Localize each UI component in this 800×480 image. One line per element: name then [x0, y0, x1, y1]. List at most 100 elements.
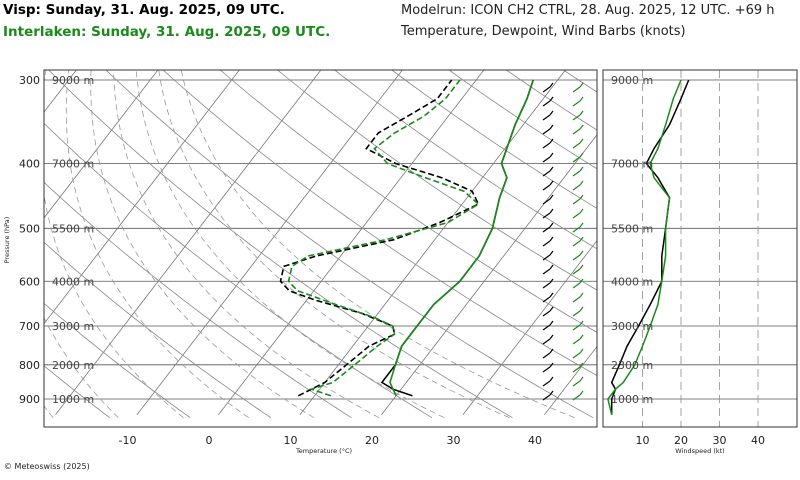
dry-adiabat-line: [562, 70, 597, 93]
altitude-label: 9000 m: [52, 74, 94, 87]
isotherm-line: [462, 239, 597, 415]
wind-barb-visp: [542, 142, 551, 149]
temperature-tick-label: 40: [528, 434, 542, 447]
wind-barb-visp: [542, 184, 551, 191]
pressure-tick-label: 800: [19, 359, 40, 372]
wind-barb-interlaken: [572, 86, 581, 93]
wind-barb-feather-interlaken: [579, 292, 584, 298]
wind-barb-visp: [542, 352, 551, 359]
wind-barb-visp: [542, 268, 551, 275]
wind-barb-visp: [542, 170, 551, 177]
wind-barb-interlaken: [572, 380, 581, 387]
series-interlaken-temperature: [389, 79, 534, 397]
wind-barb-feather-visp: [549, 236, 554, 242]
wind-barb-feather-interlaken: [579, 194, 584, 200]
wind-barb-interlaken: [572, 114, 581, 121]
wind-barb-feather-interlaken: [579, 348, 584, 354]
dry-adiabat-line: [44, 122, 433, 419]
wind-barb-feather-visp: [549, 278, 554, 284]
wind-barb-visp: [542, 114, 551, 121]
moist-adiabat-line: [90, 70, 315, 419]
wind-barb-visp: [542, 296, 551, 303]
wind-altitude-label: 3000 m: [611, 320, 653, 333]
isotherm-line: [218, 70, 485, 415]
dry-adiabat-line: [44, 302, 191, 419]
wind-barb-feather-visp: [549, 348, 554, 354]
wind-barb-interlaken: [572, 338, 581, 345]
altitude-label: 3000 m: [52, 320, 94, 333]
wind-barb-feather-visp: [549, 264, 554, 270]
temperature-tick-label: 20: [365, 434, 379, 447]
dry-adiabat-line: [219, 70, 597, 333]
altitude-label: 2000 m: [52, 359, 94, 372]
windspeed-series-interlaken: [607, 79, 682, 415]
wind-barb-interlaken: [572, 128, 581, 135]
wind-barb-interlaken: [572, 240, 581, 247]
moist-adiabat-line: [44, 70, 184, 419]
moist-adiabat-line: [113, 70, 380, 419]
wind-barb-interlaken: [572, 142, 581, 149]
pressure-tick-label: 400: [19, 158, 40, 171]
dry-adiabat-line: [105, 70, 594, 419]
wind-barb-interlaken: [572, 282, 581, 289]
wind-barb-feather-interlaken: [579, 376, 584, 382]
altitude-label: 5500 m: [52, 222, 94, 235]
wind-barb-interlaken: [572, 198, 581, 205]
altitude-label: 1000 m: [52, 393, 94, 406]
wind-barb-interlaken: [572, 352, 581, 359]
wind-barb-visp: [542, 86, 551, 93]
temperature-tick-label: 0: [206, 434, 213, 447]
moist-adiabat-line: [65, 70, 249, 419]
wind-barb-feather-visp: [549, 390, 554, 396]
altitude-label: 4000 m: [52, 275, 94, 288]
windspeed-tick-label: 30: [713, 434, 727, 447]
wind-barb-feather-visp: [549, 82, 554, 88]
isotherm-line: [44, 70, 77, 113]
wind-altitude-label: 7000 m: [611, 158, 653, 171]
wind-barb-feather-interlaken: [579, 138, 584, 144]
wind-barb-interlaken: [572, 296, 581, 303]
wind-barb-visp: [542, 324, 551, 331]
moist-adiabat-line: [180, 70, 575, 419]
wind-barb-feather-interlaken: [579, 278, 584, 284]
wind-barb-visp: [542, 394, 551, 401]
wind-barb-feather-interlaken: [579, 250, 584, 256]
wind-barb-visp: [542, 198, 551, 205]
pressure-tick-label: 600: [19, 275, 40, 288]
wind-barb-interlaken: [572, 100, 581, 107]
copyright-note: © Meteoswiss (2025): [4, 462, 90, 471]
skewt-series: [279, 79, 534, 397]
dry-adiabat-line: [44, 365, 110, 419]
windspeed-series-visp: [610, 79, 690, 415]
dry-adiabat-line: [334, 70, 597, 250]
wind-altitude-label: 2300 m: [611, 359, 653, 372]
wind-barb-feather-visp: [549, 320, 554, 326]
wind-barb-feather-interlaken: [579, 180, 584, 186]
wind-altitude-label: 1000 m: [611, 393, 653, 406]
wind-barb-interlaken: [572, 310, 581, 317]
isotherm-line: [299, 70, 566, 415]
wind-barb-feather-visp: [549, 96, 554, 102]
wind-barb-interlaken: [572, 156, 581, 163]
dry-adiabat-line: [48, 70, 513, 419]
x-axis-label: Temperature (°C): [295, 447, 352, 455]
wind-barb-visp: [542, 254, 551, 261]
wind-barb-feather-visp: [549, 334, 554, 340]
series-interlaken-dewpoint: [287, 79, 480, 397]
wind-barbs: [542, 82, 584, 401]
wind-barb-interlaken: [572, 212, 581, 219]
wind-barb-feather-visp: [549, 110, 554, 116]
wind-series: [607, 79, 690, 415]
skewt-frame: [43, 69, 598, 428]
wind-barb-feather-visp: [549, 180, 554, 186]
wind-barb-visp: [542, 338, 551, 345]
wind-barb-visp: [542, 240, 551, 247]
wind-grid: [603, 70, 797, 427]
pressure-tick-label: 700: [19, 320, 40, 333]
wind-barb-feather-interlaken: [579, 390, 584, 396]
wind-barb-feather-interlaken: [579, 110, 584, 116]
wind-barb-feather-interlaken: [579, 236, 584, 242]
wind-barb-feather-visp: [549, 194, 554, 200]
wind-barb-interlaken: [572, 366, 581, 373]
